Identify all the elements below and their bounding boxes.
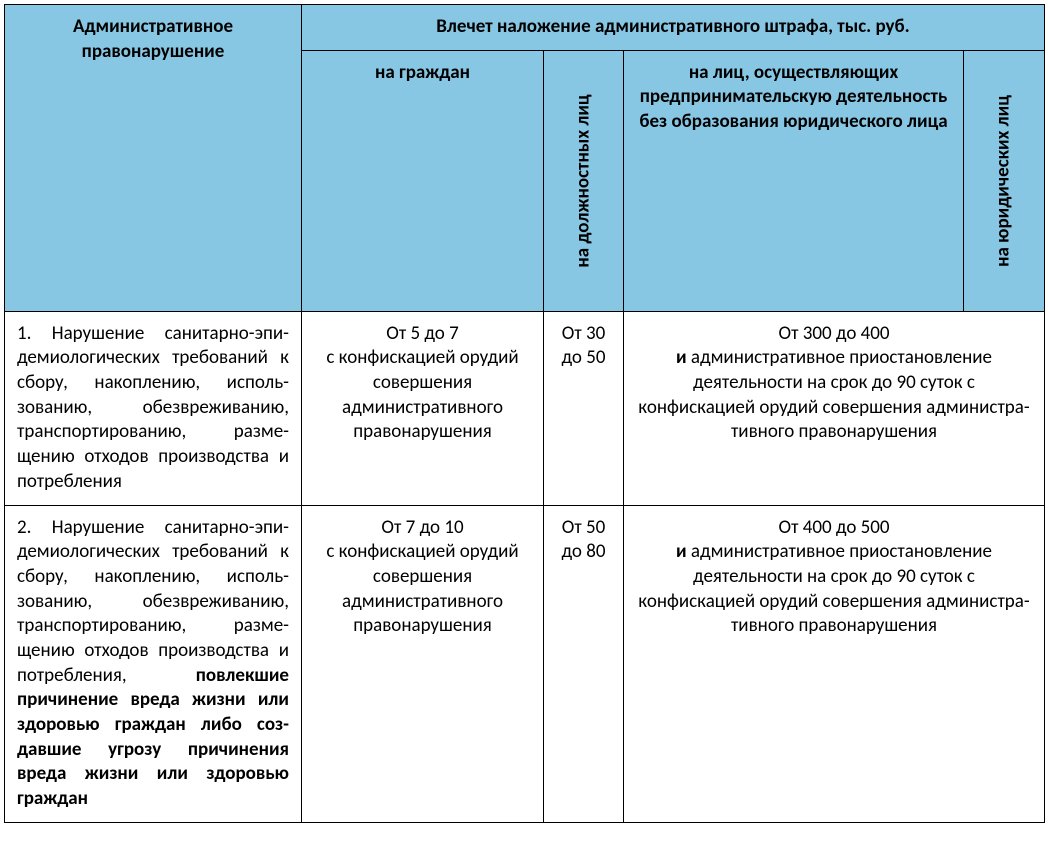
- combined-amount: От 400 до 500: [636, 516, 1032, 541]
- cell-citizens: От 5 до 7 с конфискацией орудий совершен…: [302, 311, 544, 505]
- combined-note: и административное приостановление деяте…: [636, 346, 1032, 445]
- header-col-entrepreneurs: на лиц, осуществля­ющих предпринима­тель…: [624, 50, 964, 311]
- cell-citizens: От 7 до 10 с конфискацией орудий соверше…: [302, 505, 544, 822]
- table-row: 1. Нарушение санитарно-эпи­демиологическ…: [5, 311, 1045, 505]
- combined-conj: и: [676, 346, 687, 369]
- header-col-citizens: на граждан: [302, 50, 544, 311]
- cell-description: 1. Нарушение санитарно-эпи­демиологическ…: [5, 311, 302, 505]
- table-row: 2. Нарушение санитарно-эпи­демиологическ…: [5, 505, 1045, 822]
- cell-officials: От 30 до 50: [544, 311, 624, 505]
- header-row-title: Административное правонарушение: [5, 5, 302, 312]
- header-group-title: Влечет наложение административного штраф…: [302, 5, 1045, 51]
- cell-combined: От 300 до 400 и административное приоста…: [624, 311, 1045, 505]
- header-col-officials-label: на должностных лиц: [571, 94, 596, 267]
- cell-combined: От 400 до 500 и административное приоста…: [624, 505, 1045, 822]
- combined-note: и административное приостановление деяте…: [636, 540, 1032, 639]
- combined-conj: и: [676, 540, 687, 563]
- combined-amount: От 300 до 400: [636, 322, 1032, 347]
- fines-table: Административное правонарушение Влечет н…: [4, 4, 1045, 823]
- citizens-amount: От 7 до 10: [314, 516, 531, 541]
- cell-officials: От 50 до 80: [544, 505, 624, 822]
- description-plain-text: 1. Нарушение санитарно-эпи­демиологическ…: [17, 322, 289, 493]
- citizens-amount: От 5 до 7: [314, 322, 531, 347]
- header-col-legal-label: на юридических лиц: [992, 95, 1017, 267]
- cell-description: 2. Нарушение санитарно-эпи­демиологическ…: [5, 505, 302, 822]
- description-plain-text: 2. Нарушение санитарно-эпи­демиологическ…: [17, 516, 289, 687]
- header-col-officials: на должностных лиц: [544, 50, 624, 311]
- combined-note-text: административное приостановление деятель…: [638, 346, 1029, 443]
- citizens-note: с конфискацией орудий совершения админис…: [314, 540, 531, 639]
- citizens-note: с конфискацией орудий совершения админис…: [314, 346, 531, 445]
- table-header-row-1: Административное правонарушение Влечет н…: [5, 5, 1045, 51]
- header-col-legal: на юридических лиц: [964, 50, 1045, 311]
- table-container: Административное правонарушение Влечет н…: [0, 0, 1048, 827]
- combined-note-text: административное приостановление деятель…: [638, 540, 1029, 637]
